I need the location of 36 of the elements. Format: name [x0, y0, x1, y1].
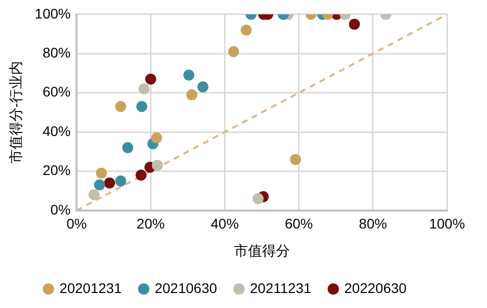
point: [88, 189, 100, 200]
point: [115, 176, 126, 186]
point: [290, 154, 302, 165]
x-tick-label: 0%: [66, 216, 87, 232]
point: [183, 70, 194, 81]
point: [138, 83, 150, 94]
legend-label: 20210630: [154, 280, 218, 296]
point: [122, 142, 134, 154]
point: [197, 81, 208, 92]
point: [136, 101, 148, 112]
point: [136, 170, 147, 181]
point: [152, 160, 163, 171]
point: [252, 193, 264, 204]
y-tick-label: 20%: [42, 162, 71, 178]
y-tick-label: 100%: [34, 5, 71, 22]
x-tick-label: 80%: [358, 216, 387, 232]
legend-label: 20201231: [59, 280, 122, 296]
point: [94, 179, 106, 190]
x-tick-label: 100%: [429, 216, 465, 232]
point: [115, 101, 126, 112]
legend-label: 20211231: [250, 280, 312, 296]
point: [145, 74, 156, 85]
y-tick-label: 40%: [42, 122, 71, 139]
point: [96, 168, 107, 179]
point: [104, 177, 116, 188]
point: [186, 89, 198, 100]
y-tick-label: 60%: [42, 84, 71, 100]
x-axis-title: 市值得分: [234, 242, 290, 258]
x-tick-label: 60%: [284, 216, 313, 232]
x-tick-label: 20%: [136, 216, 165, 232]
point: [151, 132, 162, 144]
y-tick-label: 0%: [50, 201, 71, 218]
x-tick-label: 40%: [210, 216, 239, 232]
y-tick-label: 80%: [42, 44, 71, 60]
y-axis-title: 市值得分-行业内: [7, 61, 24, 164]
legend-label: 20220630: [344, 280, 407, 296]
